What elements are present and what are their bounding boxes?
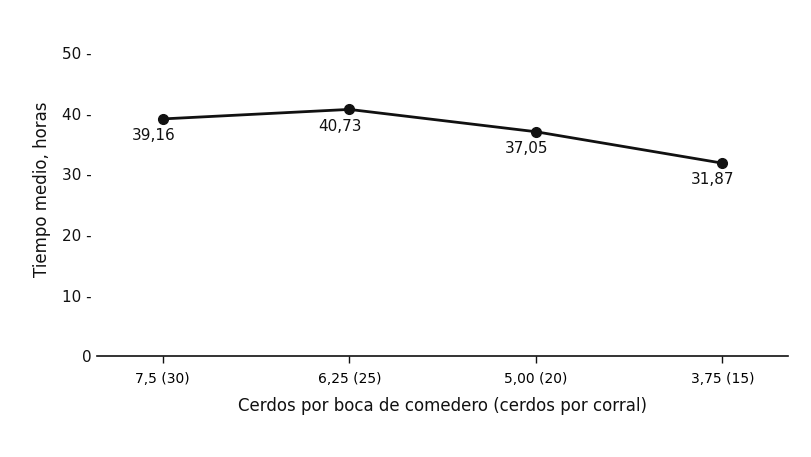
X-axis label: Cerdos por boca de comedero (cerdos por corral): Cerdos por boca de comedero (cerdos por …: [238, 397, 646, 415]
Y-axis label: Tiempo medio, horas: Tiempo medio, horas: [33, 102, 51, 277]
Text: 39,16: 39,16: [131, 128, 175, 143]
Text: 37,05: 37,05: [504, 141, 547, 156]
Text: 40,73: 40,73: [318, 118, 361, 133]
Text: 31,87: 31,87: [690, 172, 734, 187]
